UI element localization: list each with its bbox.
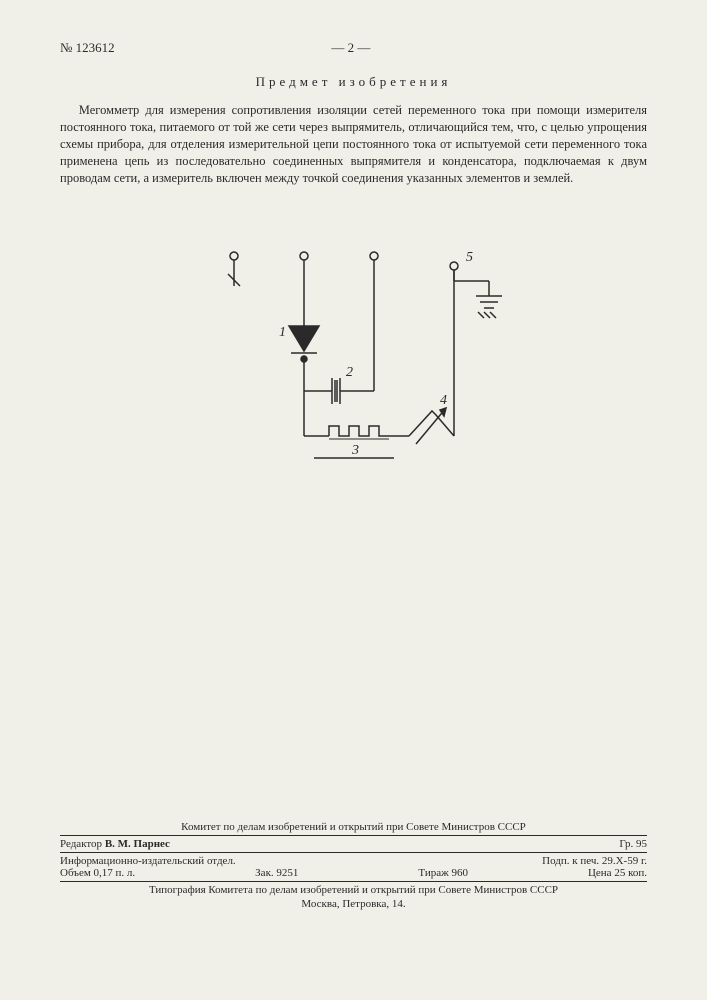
header-spacer	[587, 40, 647, 56]
typography-line-1: Типография Комитета по делам изобретений…	[60, 884, 647, 896]
circuit-svg: 1 2 3 4 5	[184, 226, 524, 526]
info-row-2: Объем 0,17 п. л. Зак. 9251 Тираж 960 Цен…	[60, 867, 647, 879]
circuit-diagram: 1 2 3 4 5	[60, 226, 647, 526]
order: Зак. 9251	[255, 867, 298, 879]
volume: Объем 0,17 п. л.	[60, 867, 135, 879]
editor: Редактор В. М. Парнес	[60, 838, 170, 850]
group: Гр. 95	[619, 838, 647, 850]
diagram-label-1: 1	[279, 325, 286, 340]
tirage: Тираж 960	[418, 867, 468, 879]
page-header: № 123612 — 2 —	[60, 40, 647, 56]
section-title: Предмет изобретения	[60, 74, 647, 90]
footer-rule-3	[60, 881, 647, 882]
signed: Подп. к печ. 29.X-59 г.	[542, 855, 647, 867]
price: Цена 25 коп.	[588, 867, 647, 879]
info-row-1: Информационно-издательский отдел. Подп. …	[60, 855, 647, 867]
page-footer: Комитет по делам изобретений и открытий …	[60, 821, 647, 910]
typography-line-2: Москва, Петровка, 14.	[60, 898, 647, 910]
diagram-label-4: 4	[440, 393, 447, 408]
committee-line: Комитет по делам изобретений и открытий …	[60, 821, 647, 833]
diagram-label-5: 5	[466, 250, 473, 265]
footer-rule-2	[60, 852, 647, 853]
info-dept: Информационно-издательский отдел.	[60, 855, 236, 867]
claim-text: Мегомметр для измерения сопротивления из…	[60, 102, 647, 186]
patent-page: № 123612 — 2 — Предмет изобретения Мегом…	[0, 0, 707, 1000]
doc-number: № 123612	[60, 40, 115, 56]
diagram-label-3: 3	[351, 443, 359, 458]
page-number: — 2 —	[115, 40, 587, 56]
editor-row: Редактор В. М. Парнес Гр. 95	[60, 838, 647, 850]
footer-rule-1	[60, 835, 647, 836]
diagram-label-2: 2	[346, 365, 353, 380]
